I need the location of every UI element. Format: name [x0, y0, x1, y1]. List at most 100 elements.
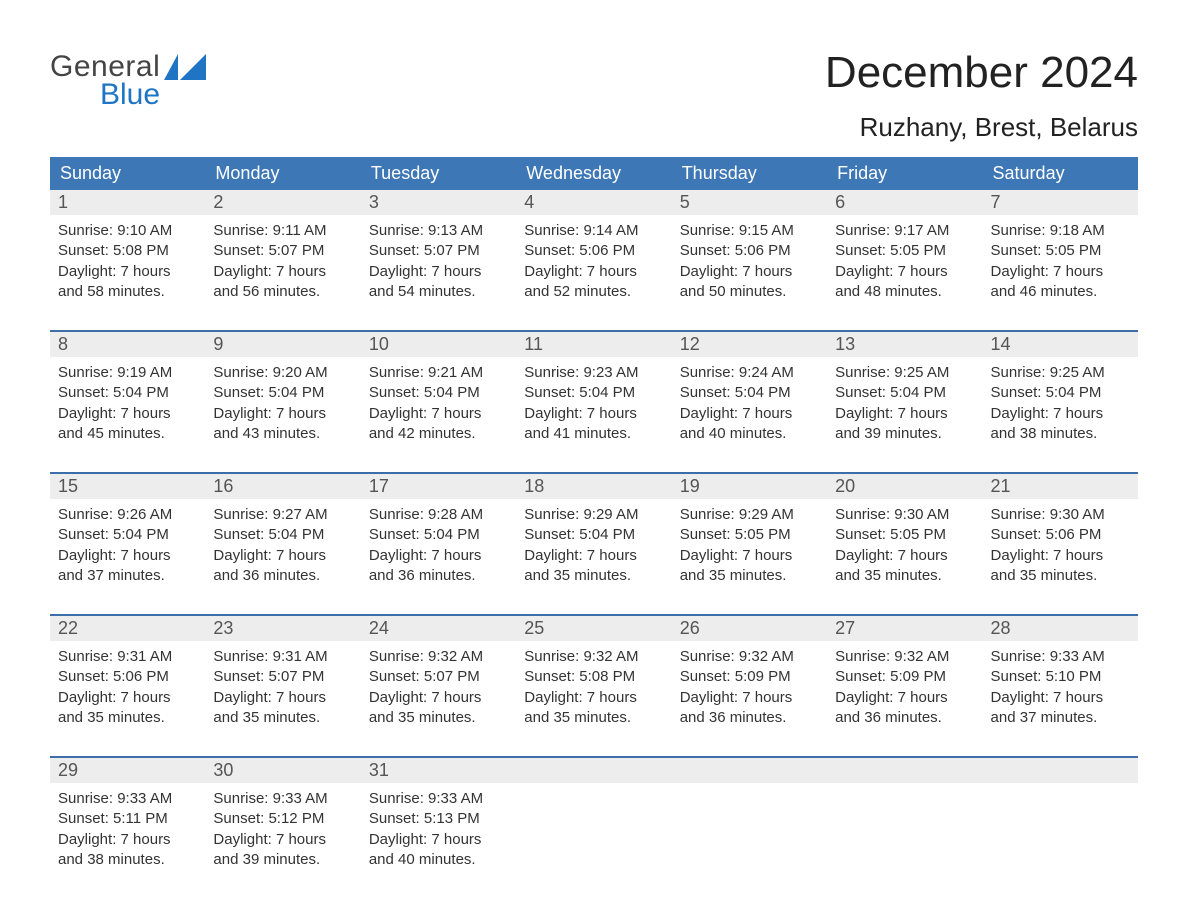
day-cell: Sunrise: 9:33 AMSunset: 5:12 PMDaylight:… [205, 783, 360, 874]
day-cell: Sunrise: 9:15 AMSunset: 5:06 PMDaylight:… [672, 215, 827, 306]
day-number: 1 [50, 190, 205, 215]
day-cell: Sunrise: 9:10 AMSunset: 5:08 PMDaylight:… [50, 215, 205, 306]
sunrise-line: Sunrise: 9:33 AM [213, 789, 352, 809]
sunset-line: Sunset: 5:04 PM [680, 383, 819, 403]
daylight-line-1: Daylight: 7 hours [991, 262, 1130, 282]
day-cell [983, 783, 1138, 874]
day-number-row: 22232425262728 [50, 616, 1138, 641]
day-number-row: 15161718192021 [50, 474, 1138, 499]
daylight-line-2: and 35 minutes. [524, 566, 663, 586]
day-number: 9 [205, 332, 360, 357]
day-number: 23 [205, 616, 360, 641]
daylight-line-1: Daylight: 7 hours [680, 262, 819, 282]
sunrise-line: Sunrise: 9:18 AM [991, 221, 1130, 241]
daylight-line-1: Daylight: 7 hours [213, 830, 352, 850]
sunrise-line: Sunrise: 9:19 AM [58, 363, 197, 383]
calendar-page: General Blue December 2024 Ruzhany, Bres… [0, 0, 1188, 914]
daylight-line-1: Daylight: 7 hours [680, 688, 819, 708]
daylight-line-2: and 35 minutes. [58, 708, 197, 728]
day-content-row: Sunrise: 9:26 AMSunset: 5:04 PMDaylight:… [50, 499, 1138, 590]
daylight-line-1: Daylight: 7 hours [991, 688, 1130, 708]
daylight-line-2: and 37 minutes. [58, 566, 197, 586]
daylight-line-2: and 56 minutes. [213, 282, 352, 302]
weekday-header: Friday [827, 157, 982, 190]
day-cell: Sunrise: 9:32 AMSunset: 5:09 PMDaylight:… [672, 641, 827, 732]
daylight-line-1: Daylight: 7 hours [680, 546, 819, 566]
header: General Blue December 2024 Ruzhany, Bres… [50, 20, 1138, 143]
sunset-line: Sunset: 5:07 PM [369, 667, 508, 687]
week-row: 22232425262728Sunrise: 9:31 AMSunset: 5:… [50, 614, 1138, 732]
daylight-line-2: and 39 minutes. [835, 424, 974, 444]
sunrise-line: Sunrise: 9:17 AM [835, 221, 974, 241]
day-number: 21 [983, 474, 1138, 499]
logo: General Blue [50, 50, 206, 112]
day-cell: Sunrise: 9:28 AMSunset: 5:04 PMDaylight:… [361, 499, 516, 590]
day-number: 27 [827, 616, 982, 641]
daylight-line-1: Daylight: 7 hours [835, 688, 974, 708]
day-cell: Sunrise: 9:30 AMSunset: 5:06 PMDaylight:… [983, 499, 1138, 590]
week-row: 15161718192021Sunrise: 9:26 AMSunset: 5:… [50, 472, 1138, 590]
sunset-line: Sunset: 5:05 PM [835, 241, 974, 261]
daylight-line-1: Daylight: 7 hours [524, 262, 663, 282]
day-number: 29 [50, 758, 205, 783]
daylight-line-1: Daylight: 7 hours [524, 546, 663, 566]
day-cell: Sunrise: 9:29 AMSunset: 5:04 PMDaylight:… [516, 499, 671, 590]
day-cell: Sunrise: 9:29 AMSunset: 5:05 PMDaylight:… [672, 499, 827, 590]
title-location: Ruzhany, Brest, Belarus [825, 112, 1138, 143]
sunset-line: Sunset: 5:06 PM [524, 241, 663, 261]
day-number: 19 [672, 474, 827, 499]
daylight-line-1: Daylight: 7 hours [369, 262, 508, 282]
sunrise-line: Sunrise: 9:32 AM [524, 647, 663, 667]
sunset-line: Sunset: 5:05 PM [680, 525, 819, 545]
daylight-line-2: and 35 minutes. [991, 566, 1130, 586]
weekday-header: Sunday [50, 157, 205, 190]
day-number: 10 [361, 332, 516, 357]
week-row: 891011121314Sunrise: 9:19 AMSunset: 5:04… [50, 330, 1138, 448]
day-number: 12 [672, 332, 827, 357]
sunrise-line: Sunrise: 9:33 AM [369, 789, 508, 809]
sunrise-line: Sunrise: 9:20 AM [213, 363, 352, 383]
daylight-line-2: and 50 minutes. [680, 282, 819, 302]
day-number: 22 [50, 616, 205, 641]
weekday-header: Thursday [672, 157, 827, 190]
daylight-line-1: Daylight: 7 hours [213, 546, 352, 566]
daylight-line-2: and 52 minutes. [524, 282, 663, 302]
day-cell: Sunrise: 9:13 AMSunset: 5:07 PMDaylight:… [361, 215, 516, 306]
sunset-line: Sunset: 5:07 PM [213, 667, 352, 687]
daylight-line-2: and 36 minutes. [213, 566, 352, 586]
daylight-line-2: and 36 minutes. [835, 708, 974, 728]
sunrise-line: Sunrise: 9:25 AM [991, 363, 1130, 383]
day-number [672, 758, 827, 783]
sunset-line: Sunset: 5:11 PM [58, 809, 197, 829]
daylight-line-1: Daylight: 7 hours [991, 546, 1130, 566]
day-number: 13 [827, 332, 982, 357]
day-number: 31 [361, 758, 516, 783]
daylight-line-2: and 35 minutes. [835, 566, 974, 586]
day-cell [827, 783, 982, 874]
daylight-line-2: and 35 minutes. [213, 708, 352, 728]
daylight-line-1: Daylight: 7 hours [524, 688, 663, 708]
daylight-line-2: and 36 minutes. [680, 708, 819, 728]
sunrise-line: Sunrise: 9:32 AM [680, 647, 819, 667]
daylight-line-2: and 37 minutes. [991, 708, 1130, 728]
day-cell: Sunrise: 9:25 AMSunset: 5:04 PMDaylight:… [827, 357, 982, 448]
day-cell: Sunrise: 9:27 AMSunset: 5:04 PMDaylight:… [205, 499, 360, 590]
sunset-line: Sunset: 5:06 PM [991, 525, 1130, 545]
sunset-line: Sunset: 5:08 PM [524, 667, 663, 687]
day-number: 5 [672, 190, 827, 215]
day-number: 15 [50, 474, 205, 499]
sunset-line: Sunset: 5:10 PM [991, 667, 1130, 687]
daylight-line-1: Daylight: 7 hours [991, 404, 1130, 424]
day-cell: Sunrise: 9:32 AMSunset: 5:08 PMDaylight:… [516, 641, 671, 732]
sunrise-line: Sunrise: 9:28 AM [369, 505, 508, 525]
logo-flag-icon [164, 54, 206, 80]
daylight-line-2: and 38 minutes. [58, 850, 197, 870]
daylight-line-1: Daylight: 7 hours [835, 262, 974, 282]
sunrise-line: Sunrise: 9:33 AM [58, 789, 197, 809]
daylight-line-2: and 45 minutes. [58, 424, 197, 444]
daylight-line-2: and 35 minutes. [524, 708, 663, 728]
day-number: 24 [361, 616, 516, 641]
sunrise-line: Sunrise: 9:31 AM [213, 647, 352, 667]
daylight-line-2: and 42 minutes. [369, 424, 508, 444]
day-number: 16 [205, 474, 360, 499]
